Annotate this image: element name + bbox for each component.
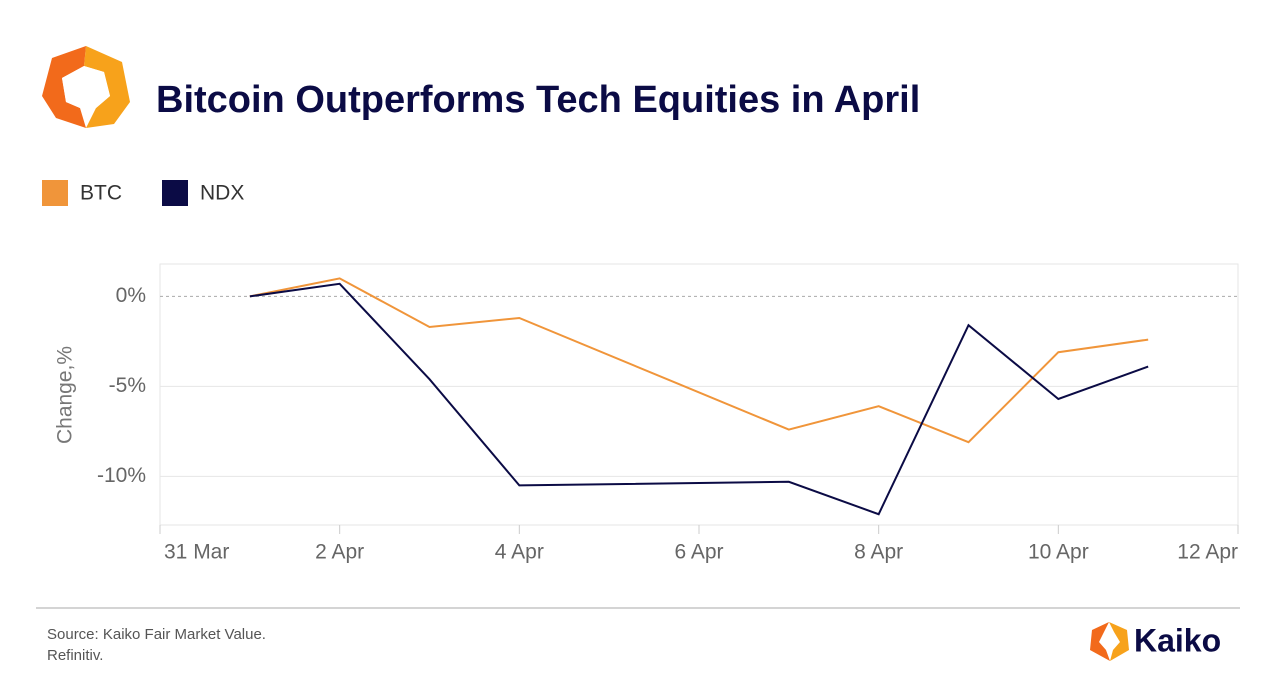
chart-title: Bitcoin Outperforms Tech Equities in Apr… [156, 79, 920, 121]
y-tick-label: -10% [97, 464, 146, 487]
logo [42, 46, 130, 128]
legend: BTC NDX [42, 180, 244, 206]
legend-label: NDX [200, 182, 244, 205]
line-series [249, 282, 1149, 516]
y-tick-label: 0% [116, 284, 146, 307]
plot-frame [159, 263, 1239, 526]
source: Source: Kaiko Fair Market Value. [47, 626, 266, 643]
y-tick-label: -5% [109, 374, 146, 397]
x-tick-label: 2 Apr [315, 541, 364, 564]
source: Refinitiv. [47, 647, 103, 664]
line-series [249, 277, 1149, 444]
x-tick-label: 31 Mar [164, 541, 229, 564]
y-axis-label: Change,% [54, 346, 77, 444]
brand-name: Kaiko [1134, 622, 1221, 658]
x-tick-label: 10 Apr [1028, 541, 1089, 564]
legend-swatch [42, 180, 68, 206]
x-tick-label: 6 Apr [674, 541, 723, 564]
x-tick-label: 8 Apr [854, 541, 903, 564]
legend-swatch [162, 180, 188, 206]
x-tick-label: 4 Apr [495, 541, 544, 564]
legend-label: BTC [80, 182, 122, 205]
brand-logo [1090, 622, 1129, 661]
x-tick-label: 12 Apr [1177, 541, 1238, 564]
